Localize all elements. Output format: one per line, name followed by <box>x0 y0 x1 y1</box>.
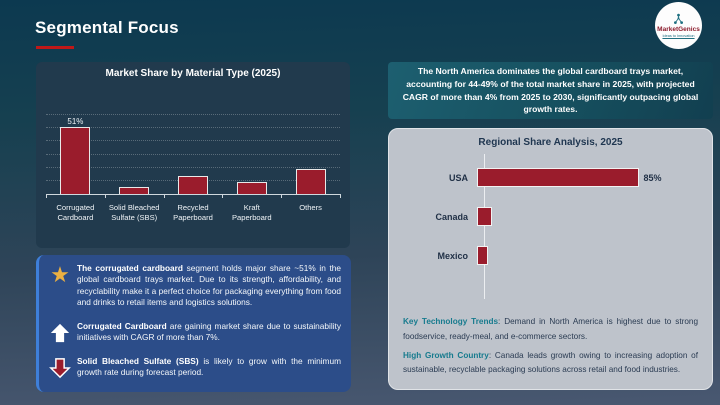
gridline <box>46 140 340 142</box>
axis-tick <box>281 194 283 198</box>
regional-analysis-panel: Regional Share Analysis, 2025 USA 85% Cana… <box>388 128 713 390</box>
bar-recycled-paperboard <box>177 175 208 194</box>
category-label-others: Others <box>299 203 322 212</box>
material-chart-plot-area: 51% <box>46 114 341 198</box>
regional-chart-axis-line <box>484 154 485 299</box>
bar-mexico <box>477 246 489 265</box>
title-underline <box>36 46 74 49</box>
insights-box: ★ The corrugated cardboard segment holds… <box>36 255 351 392</box>
bar-value-label: 85% <box>643 172 662 183</box>
insight-text: The corrugated cardboard segment holds m… <box>77 263 341 308</box>
axis-tick <box>222 194 224 198</box>
axis-tick <box>104 194 106 198</box>
material-share-chart-panel: Market Share by Material Type (2025) 51%… <box>36 62 350 248</box>
chart-row-mexico: Mexico <box>389 246 489 265</box>
gridline <box>46 127 340 129</box>
bar-slot <box>281 115 340 194</box>
material-chart-category-labels: Corrugated Cardboard Solid Bleached Sulfa… <box>46 203 340 223</box>
regional-chart-title: Regional Share Analysis, 2025 <box>478 137 623 148</box>
insight-item-corrugated-share: ★ The corrugated cardboard segment holds… <box>43 263 341 309</box>
arrow-up-icon <box>43 321 77 344</box>
gridline <box>46 166 340 168</box>
category-label-usa: USA <box>448 172 468 183</box>
axis-tick <box>340 194 341 198</box>
category-label-kraft-paperboard: Kraft Paperboard <box>231 203 272 222</box>
north-america-highlight-box: The North America dominates the global c… <box>388 62 713 119</box>
category-label-canada: Canada <box>435 211 468 222</box>
material-chart-title: Market Share by Material Type (2025) <box>105 68 281 79</box>
bar-slot: 51% <box>46 115 105 194</box>
key-points: Key Technology Trends: Demand in North A… <box>403 315 698 382</box>
category-label-corrugated-cardboard: Corrugated Cardboard <box>56 203 95 222</box>
logo-tagline-text: Ideas to Innovation <box>662 34 695 39</box>
insight-text: Solid Bleached Sulfate (SBS) is likely t… <box>77 355 341 378</box>
key-point-technology-trends: Key Technology Trends: Demand in North A… <box>403 317 698 341</box>
insight-item-sbs-decline: Solid Bleached Sulfate (SBS) is likely t… <box>43 356 341 379</box>
bar-others <box>295 168 326 194</box>
bar-canada <box>477 207 493 226</box>
north-america-highlight-text: The North America dominates the global c… <box>402 65 699 115</box>
category-label-recycled-paperboard: Recycled Paperboard <box>173 203 213 222</box>
category-label-mexico: Mexico <box>437 250 468 261</box>
chart-row-canada: Canada <box>389 207 493 226</box>
chart-row-usa: USA 85% <box>389 168 662 187</box>
page-title: Segmental Focus <box>35 18 179 37</box>
bar-slot <box>105 115 164 194</box>
gridline <box>46 114 340 115</box>
key-point-high-growth-country: High Growth Country: Canada leads growth… <box>403 350 698 375</box>
molecule-icon <box>674 13 683 24</box>
category-label-solid-bleached-sulfate-sbs: Solid Bleached Sulfate (SBS) <box>108 203 160 222</box>
company-logo: MarketGenics Ideas to Innovation <box>655 2 702 49</box>
arrow-down-icon <box>43 356 77 379</box>
logo-brand-text: MarketGenics <box>657 25 700 33</box>
insight-text: Corrugated Cardboard are gaining market … <box>77 320 342 343</box>
bar-corrugated-cardboard: 51% <box>60 117 91 194</box>
axis-tick <box>46 194 47 198</box>
insight-item-corrugated-growth: Corrugated Cardboard are gaining market … <box>43 321 341 344</box>
axis-tick <box>163 194 165 198</box>
bar-solid-bleached-sulfate-sbs <box>119 187 150 194</box>
gridline <box>46 153 340 155</box>
bar-slot <box>164 115 223 194</box>
bar-usa <box>477 168 639 187</box>
bar-kraft-paperboard <box>236 182 267 194</box>
star-icon: ★ <box>50 262 70 287</box>
bar-value-label: 51% <box>67 116 84 126</box>
bar-slot <box>222 115 281 194</box>
regional-chart-plot-area: USA 85% Canada Mexico <box>389 154 712 309</box>
